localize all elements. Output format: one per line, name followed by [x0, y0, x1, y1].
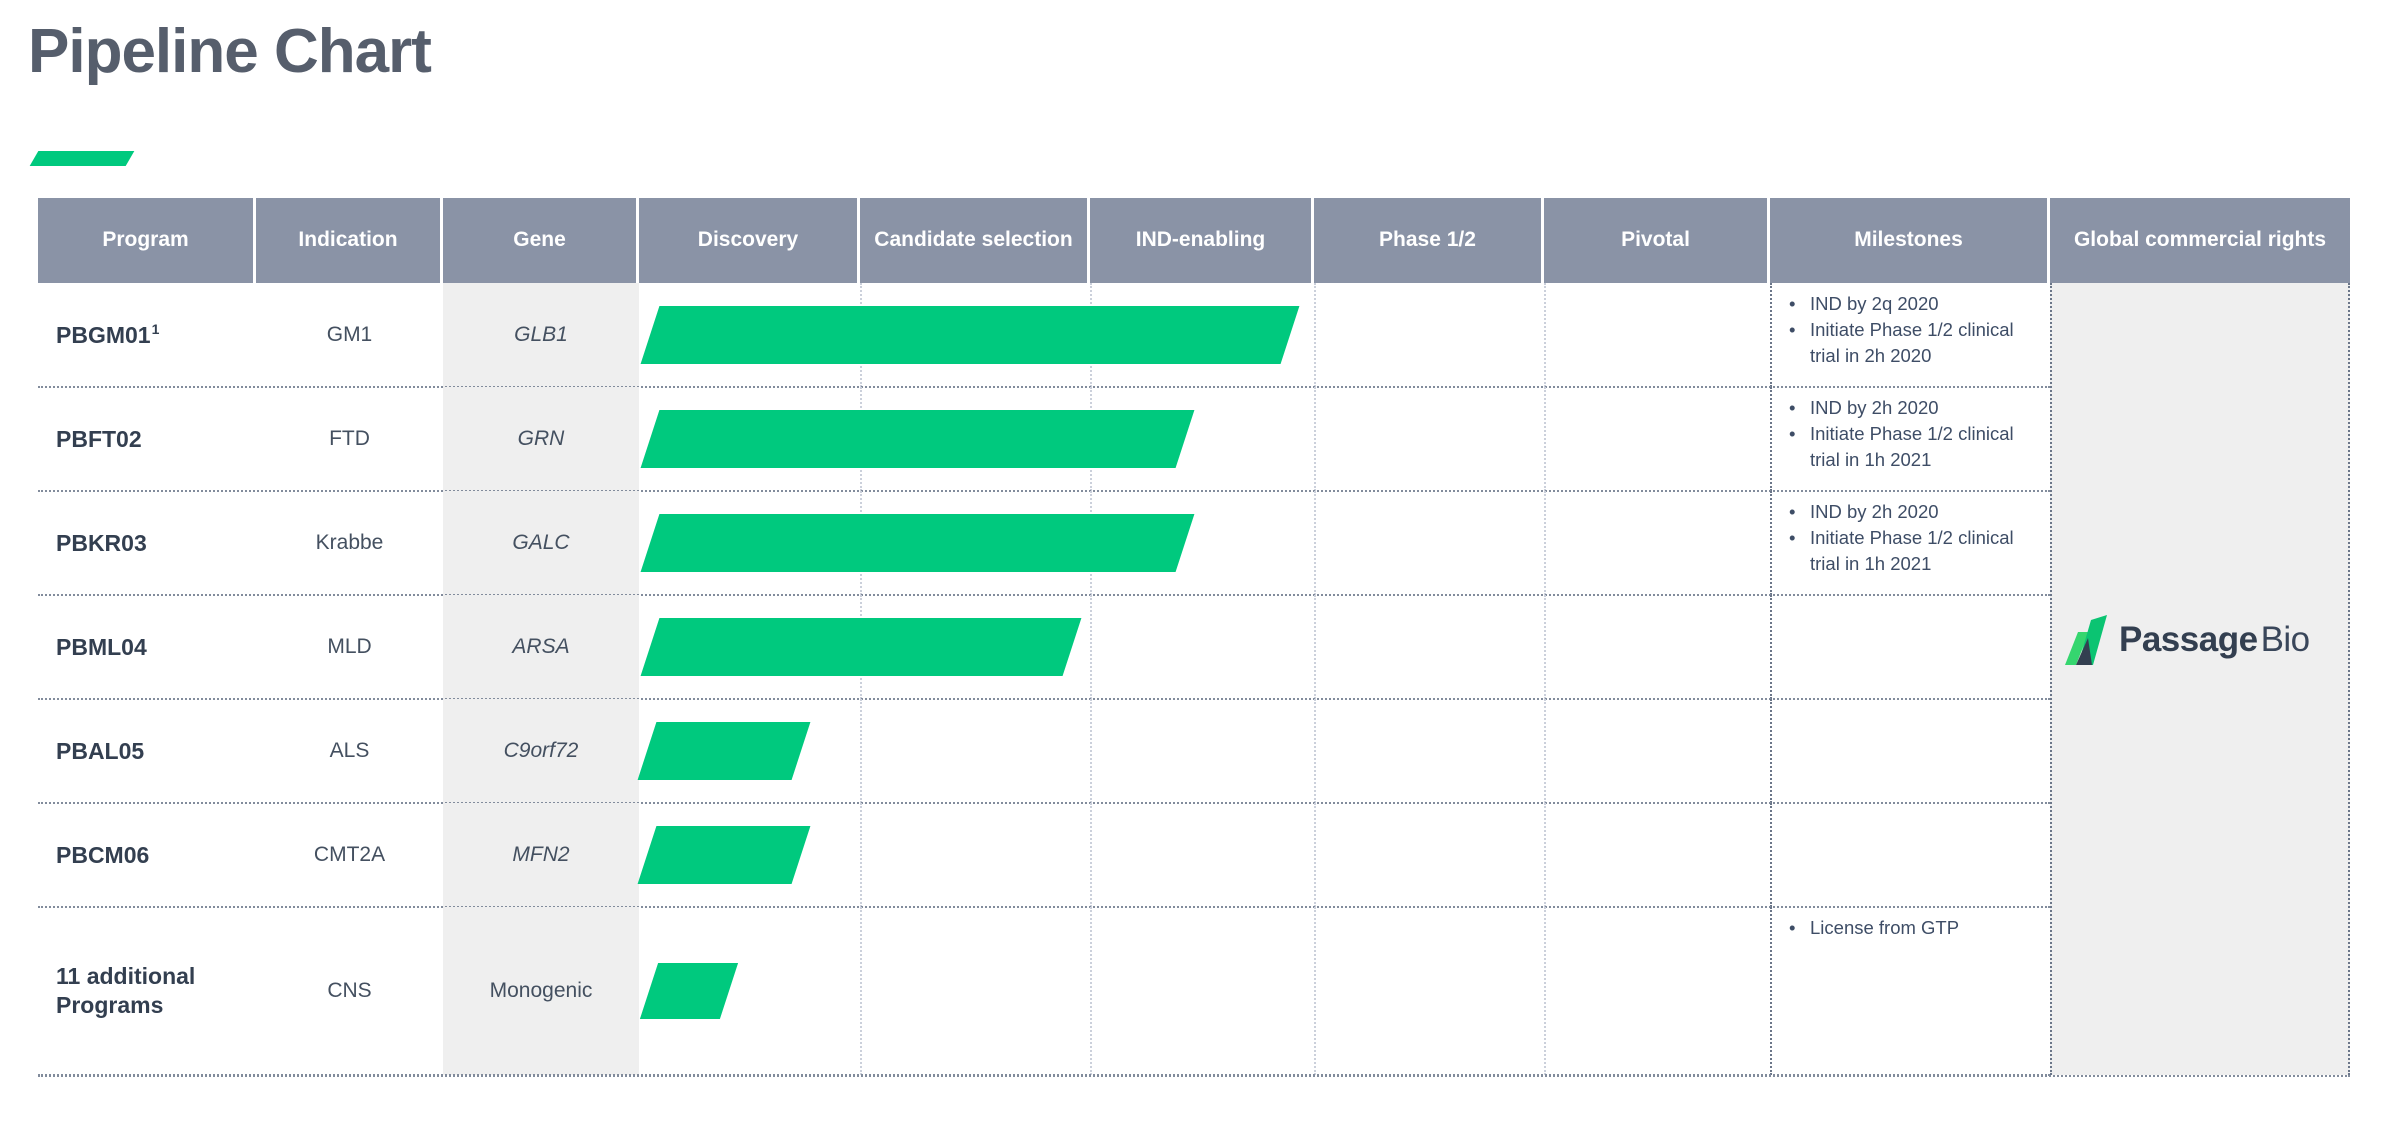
column-header-milestones: Milestones — [1770, 198, 2050, 283]
title-accent-dash — [29, 151, 135, 166]
table-row-pbft02: PBFT02 FTD GRN IND by 2h 2020 Initiate P… — [38, 387, 2350, 492]
table-row-pbcm06: PBCM06 CMT2A MFN2 — [38, 803, 2350, 908]
stage-divider — [1090, 907, 1093, 1075]
progress-bar — [640, 963, 739, 1019]
milestone-item: IND by 2q 2020 — [1780, 291, 2046, 317]
logo-text-passage: Passage — [2119, 620, 2258, 659]
program-cell: PBKR03 — [56, 529, 147, 556]
milestones-cell: IND by 2h 2020 Initiate Phase 1/2 clinic… — [1770, 387, 2050, 491]
column-header-global-commercial-rights: Global commercial rights — [2050, 198, 2350, 283]
milestones-cell: IND by 2h 2020 Initiate Phase 1/2 clinic… — [1770, 491, 2050, 595]
footnote-marker: 1 — [151, 320, 160, 337]
progress-bar — [640, 618, 1082, 676]
stage-divider — [1544, 595, 1547, 699]
stage-divider — [1544, 283, 1547, 387]
indication-cell: CNS — [327, 979, 372, 1002]
stage-divider — [1313, 699, 1316, 803]
milestone-item: Initiate Phase 1/2 clinical trial in 1h … — [1780, 421, 2046, 473]
gene-cell: C9orf72 — [443, 699, 639, 803]
indication-cell: ALS — [329, 739, 370, 762]
milestones-cell: License from GTP — [1770, 907, 2050, 1075]
gene-cell: GRN — [443, 387, 639, 491]
column-header-ind-enabling: IND-enabling — [1090, 198, 1314, 283]
stage-divider — [1313, 803, 1316, 907]
stage-track — [637, 699, 1770, 803]
program-cell: PBFT02 — [56, 425, 142, 452]
stage-divider — [1544, 491, 1547, 595]
milestone-item: Initiate Phase 1/2 clinical trial in 1h … — [1780, 525, 2046, 577]
passage-bio-logo: Passage Bio — [2064, 615, 2310, 665]
progress-bar — [637, 826, 811, 884]
page-title: Pipeline Chart — [28, 17, 432, 86]
stage-track — [637, 803, 1770, 907]
indication-cell: CMT2A — [313, 843, 386, 866]
program-cell: PBAL05 — [56, 737, 145, 764]
stage-track — [639, 907, 1770, 1075]
column-header-discovery: Discovery — [639, 198, 860, 283]
column-header-phase-1-2: Phase 1/2 — [1314, 198, 1544, 283]
table-row-pbkr03: PBKR03 Krabbe GALC IND by 2h 2020 Initia… — [38, 491, 2350, 596]
gene-cell: GALC — [443, 491, 639, 595]
stage-divider — [1090, 699, 1093, 803]
stage-divider — [1313, 595, 1316, 699]
stage-divider — [1313, 491, 1316, 595]
stage-divider — [1313, 283, 1316, 387]
gene-cell: MFN2 — [443, 803, 639, 907]
gene-cell: Monogenic — [443, 907, 639, 1075]
progress-bar — [637, 722, 811, 780]
table-body: PBGM011 GM1 GLB1 IND by 2q 2020 Initiate… — [38, 283, 2350, 1077]
column-header-indication: Indication — [256, 198, 443, 283]
stage-track — [639, 491, 1770, 595]
stage-divider — [1544, 387, 1547, 491]
progress-bar — [640, 410, 1195, 468]
global-rights-column: Passage Bio — [2050, 283, 2350, 1075]
table-row-pbml04: PBML04 MLD ARSA — [38, 595, 2350, 700]
program-cell: PBCM06 — [56, 841, 150, 868]
program-cell: PBML04 — [56, 633, 147, 660]
table-row-pbgm01: PBGM011 GM1 GLB1 IND by 2q 2020 Initiate… — [38, 283, 2350, 388]
stage-divider — [859, 699, 862, 803]
milestone-item: License from GTP — [1780, 915, 2046, 941]
stage-track — [639, 595, 1770, 699]
stage-divider — [1544, 699, 1547, 803]
stage-divider — [1544, 803, 1547, 907]
column-header-program: Program — [38, 198, 256, 283]
program-cell: PBGM011 — [56, 320, 160, 348]
milestone-item: IND by 2h 2020 — [1780, 395, 2046, 421]
milestones-cell — [1770, 699, 2050, 803]
table-header-row: Program Indication Gene Discovery Candid… — [38, 198, 2350, 283]
gene-cell: ARSA — [443, 595, 639, 699]
stage-divider — [859, 803, 862, 907]
milestone-item: IND by 2h 2020 — [1780, 499, 2046, 525]
milestones-cell — [1770, 803, 2050, 907]
indication-cell: MLD — [327, 635, 372, 658]
table-row-additional-programs: 11 additional Programs CNS Monogenic Lic… — [38, 907, 2350, 1076]
progress-bar — [640, 514, 1195, 572]
passage-bio-logo-icon — [2065, 615, 2107, 665]
progress-bar — [640, 306, 1300, 364]
milestone-item: Initiate Phase 1/2 clinical trial in 2h … — [1780, 317, 2046, 369]
column-header-gene: Gene — [443, 198, 639, 283]
pipeline-table: Program Indication Gene Discovery Candid… — [38, 198, 2350, 1077]
stage-divider — [1313, 387, 1316, 491]
milestones-cell — [1770, 595, 2050, 699]
gene-cell: GLB1 — [443, 283, 639, 387]
milestones-cell: IND by 2q 2020 Initiate Phase 1/2 clinic… — [1770, 283, 2050, 387]
table-row-pbal05: PBAL05 ALS C9orf72 — [38, 699, 2350, 804]
column-header-candidate-selection: Candidate selection — [860, 198, 1090, 283]
stage-divider — [859, 907, 862, 1075]
indication-cell: Krabbe — [315, 531, 384, 554]
column-header-pivotal: Pivotal — [1544, 198, 1770, 283]
stage-divider — [1313, 907, 1316, 1075]
stage-track — [639, 387, 1770, 491]
stage-divider — [1090, 595, 1093, 699]
indication-cell: GM1 — [326, 323, 373, 346]
indication-cell: FTD — [329, 427, 370, 450]
stage-track — [639, 283, 1770, 387]
stage-divider — [1090, 803, 1093, 907]
stage-divider — [1544, 907, 1547, 1075]
program-cell: 11 additional Programs — [56, 963, 196, 1018]
logo-text-bio: Bio — [2260, 620, 2311, 659]
